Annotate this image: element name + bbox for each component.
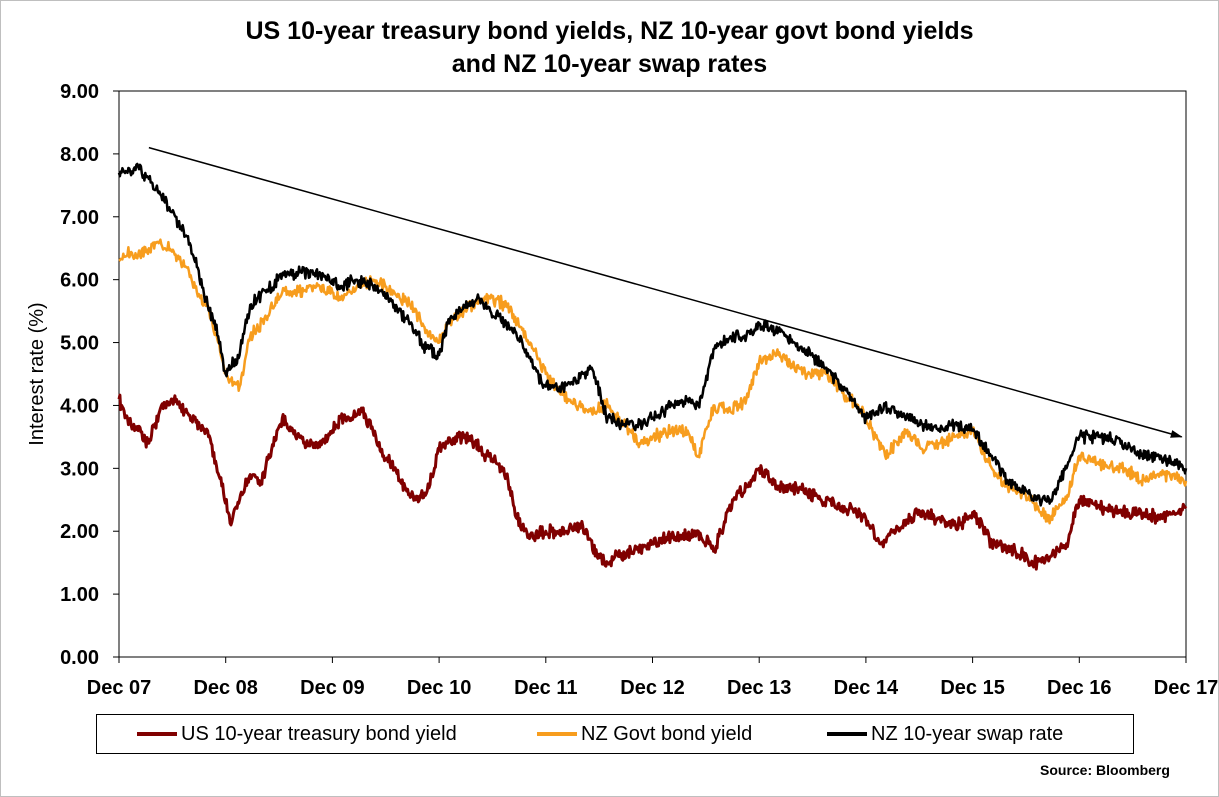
x-tick-label: Dec 14 bbox=[834, 677, 899, 699]
x-tick-label: Dec 13 bbox=[727, 677, 792, 699]
nz-govt-line bbox=[118, 238, 1188, 525]
x-tick-label: Dec 09 bbox=[300, 677, 365, 699]
source-note: Source: Bloomberg bbox=[1040, 762, 1170, 778]
y-tick-label: 3.00 bbox=[60, 458, 99, 480]
trend-arrow bbox=[148, 146, 1183, 438]
legend: US 10-year treasury bond yield NZ Govt b… bbox=[96, 714, 1134, 754]
legend-swatch-nz-swap bbox=[827, 732, 867, 736]
us-treasury-line bbox=[117, 393, 1188, 571]
y-tick-label: 9.00 bbox=[60, 81, 99, 103]
legend-item-nz-govt: NZ Govt bond yield bbox=[537, 724, 752, 744]
y-tick-label: 0.00 bbox=[60, 647, 99, 669]
legend-item-us-treasury: US 10-year treasury bond yield bbox=[137, 724, 457, 744]
x-tick-label: Dec 15 bbox=[940, 677, 1005, 699]
y-tick-label: 4.00 bbox=[60, 395, 99, 417]
x-axis: Dec 07 Dec 08 Dec 09 Dec 10 Dec 11 Dec 12 Dec … bbox=[87, 657, 1219, 699]
x-tick-label: Dec 10 bbox=[407, 677, 472, 699]
y-tick-label: 8.00 bbox=[60, 144, 99, 166]
x-tick-label: Dec 12 bbox=[620, 677, 685, 699]
plot-area bbox=[118, 90, 1187, 658]
nz-swap-line bbox=[117, 162, 1188, 507]
y-tick-label: 1.00 bbox=[60, 584, 99, 606]
legend-item-nz-swap: NZ 10-year swap rate bbox=[827, 724, 1063, 744]
chart-title-line2: and NZ 10-year swap rates bbox=[451, 50, 768, 78]
y-tick-label: 6.00 bbox=[60, 270, 99, 292]
chart-title: US 10-year treasury bond yields, NZ 10-y… bbox=[245, 17, 974, 45]
x-tick-label: Dec 16 bbox=[1047, 677, 1112, 699]
x-tick-label: Dec 11 bbox=[514, 677, 577, 699]
legend-swatch-us-treasury bbox=[137, 732, 177, 736]
legend-label-us-treasury: US 10-year treasury bond yield bbox=[181, 723, 457, 745]
x-tick-label: Dec 07 bbox=[87, 677, 152, 699]
y-tick-label: 5.00 bbox=[60, 333, 99, 355]
y-axis-label: Interest rate (%) bbox=[26, 302, 48, 445]
x-tick-label: Dec 08 bbox=[193, 677, 258, 699]
y-axis: 0.00 1.00 2.00 3.00 4.00 5.00 6.00 7.00 8.00 9.00 bbox=[60, 81, 119, 669]
y-tick-label: 7.00 bbox=[60, 207, 99, 229]
legend-label-nz-swap: NZ 10-year swap rate bbox=[871, 723, 1064, 745]
y-tick-label: 2.00 bbox=[60, 521, 99, 543]
x-tick-label: Dec 17 bbox=[1154, 677, 1219, 699]
legend-swatch-nz-govt bbox=[537, 732, 577, 736]
legend-label-nz-govt: NZ Govt bond yield bbox=[581, 723, 753, 745]
series-lines bbox=[117, 162, 1188, 571]
